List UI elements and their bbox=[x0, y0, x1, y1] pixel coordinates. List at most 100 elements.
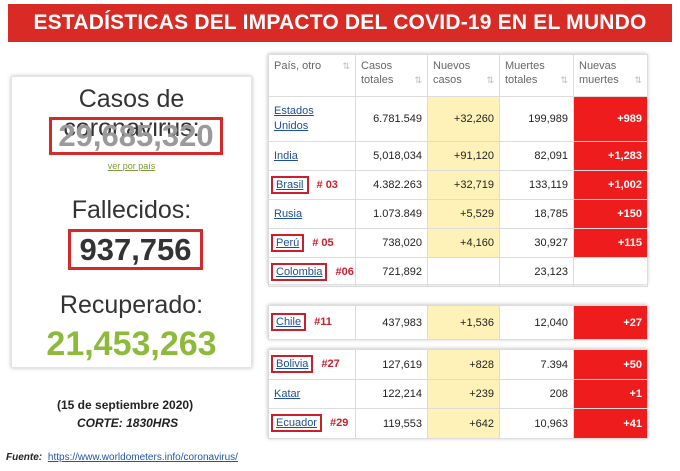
summary-panel: Casos de coronavirus: 29,685,320 ver por… bbox=[11, 76, 252, 368]
new-deaths-cell: +115 bbox=[573, 228, 648, 258]
total-deaths-cell: 12,040 bbox=[499, 305, 574, 340]
country-cell: India bbox=[268, 141, 356, 171]
country-cell: Ecuador #29 bbox=[268, 408, 356, 439]
countries-table-chile: Chile #11 437,983 +1,536 12,040 +27 bbox=[268, 305, 648, 340]
header-new-cases-label: Nuevos casos bbox=[433, 60, 471, 86]
country-link[interactable]: Colombia bbox=[271, 262, 328, 281]
total-deaths-cell: 7.394 bbox=[499, 349, 574, 380]
header-country-label: País, otro bbox=[274, 60, 322, 72]
rank-label: #11 bbox=[314, 316, 332, 328]
table-row: Ecuador #29 119,553 +642 10,963 +41 bbox=[268, 408, 648, 439]
country-cell: Rusia bbox=[268, 199, 356, 229]
sort-icon: ⇅ bbox=[414, 75, 422, 85]
sort-icon: ⇅ bbox=[342, 61, 350, 71]
sort-icon: ⇅ bbox=[634, 75, 642, 85]
table-body-chile: Chile #11 437,983 +1,536 12,040 +27 bbox=[268, 305, 648, 340]
countries-table-top: País, otro ⇅ Casos totales ⇅ Nuevos casos ⇅… bbox=[268, 54, 648, 287]
total-deaths-cell: 199,989 bbox=[499, 96, 574, 142]
country-cell: Katar bbox=[268, 379, 356, 409]
source-label: Fuente: bbox=[6, 452, 43, 463]
table-row: Chile #11 437,983 +1,536 12,040 +27 bbox=[268, 305, 648, 340]
total-cases-cell: 5,018,034 bbox=[355, 141, 428, 171]
country-link[interactable]: Estados Unidos bbox=[274, 105, 314, 132]
country-link[interactable]: Perú bbox=[271, 233, 305, 252]
total-cases-cell: 437,983 bbox=[355, 305, 428, 340]
table-row: Perú # 05 738,020 +4,160 30,927 +115 bbox=[268, 228, 648, 258]
rank-label: #27 bbox=[321, 358, 340, 370]
new-cases-cell bbox=[427, 257, 500, 287]
new-deaths-cell: +1 bbox=[573, 379, 648, 409]
country-link[interactable]: India bbox=[274, 149, 298, 162]
rank-label: #29 bbox=[329, 417, 349, 429]
header-new-deaths-label: Nuevas muertes bbox=[579, 60, 619, 86]
total-cases-cell: 738,020 bbox=[355, 228, 428, 258]
country-cell: Colombia #06 bbox=[268, 257, 356, 287]
rank-label: # 03 bbox=[316, 178, 338, 191]
cases-value: 29,685,320 bbox=[49, 117, 223, 155]
new-deaths-cell: +27 bbox=[573, 305, 648, 340]
total-deaths-cell: 18,785 bbox=[499, 199, 574, 229]
cutoff-time-text: CORTE: 1830HRS bbox=[77, 416, 179, 430]
new-cases-cell: +4,160 bbox=[427, 228, 500, 258]
new-cases-cell: +32,719 bbox=[427, 170, 500, 200]
table-row: Katar 122,214 +239 208 +1 bbox=[268, 379, 648, 409]
new-deaths-cell: +41 bbox=[573, 408, 648, 439]
country-link[interactable]: Brasil bbox=[271, 175, 309, 194]
page-title-banner: ESTADÍSTICAS DEL IMPACTO DEL COVID-19 EN… bbox=[8, 4, 672, 42]
total-cases-cell: 119,553 bbox=[355, 408, 428, 439]
deaths-label: Fallecidos: bbox=[71, 196, 192, 224]
table-row: Estados Unidos 6.781.549 +32,260 199,989 +98… bbox=[268, 96, 648, 142]
new-cases-cell: +642 bbox=[427, 408, 500, 439]
table-body-top: Estados Unidos 6.781.549 +32,260 199,989 +98… bbox=[268, 96, 648, 287]
rank-label: #06 bbox=[335, 265, 354, 278]
new-cases-cell: +1,536 bbox=[427, 305, 500, 340]
country-link[interactable]: Katar bbox=[274, 387, 301, 400]
total-deaths-cell: 30,927 bbox=[499, 228, 574, 258]
source-link[interactable]: https://www.worldometers.info/coronaviru… bbox=[47, 452, 238, 463]
total-cases-cell: 6.781.549 bbox=[355, 96, 428, 142]
country-cell: Bolivia #27 bbox=[268, 349, 356, 380]
table-panel-top: País, otro ⇅ Casos totales ⇅ Nuevos casos ⇅… bbox=[268, 54, 648, 287]
table-row: India 5,018,034 +91,120 82,091 +1,283 bbox=[268, 141, 648, 171]
country-link[interactable]: Ecuador bbox=[271, 414, 322, 432]
header-total-cases[interactable]: Casos totales ⇅ bbox=[355, 54, 428, 97]
new-deaths-cell: +50 bbox=[573, 349, 648, 380]
country-link[interactable]: Bolivia bbox=[271, 355, 314, 373]
total-deaths-cell: 208 bbox=[499, 379, 574, 409]
sort-icon: ⇅ bbox=[486, 75, 494, 85]
rank-label: # 05 bbox=[312, 236, 334, 249]
total-cases-cell: 127,619 bbox=[355, 349, 428, 380]
view-by-country-link[interactable]: ver por país bbox=[107, 161, 156, 171]
country-cell: Chile #11 bbox=[268, 305, 356, 340]
table-panel-bottom: Bolivia #27 127,619 +828 7.394 +50 Katar 122,21… bbox=[268, 349, 648, 439]
header-total-cases-label: Casos totales bbox=[361, 60, 394, 86]
total-deaths-cell: 23,123 bbox=[499, 257, 574, 287]
total-cases-cell: 4.382.263 bbox=[355, 170, 428, 200]
header-country[interactable]: País, otro ⇅ bbox=[268, 54, 356, 97]
new-deaths-cell: +1,002 bbox=[573, 170, 648, 200]
table-row: Colombia #06 721,892 23,123 bbox=[268, 257, 648, 287]
total-cases-cell: 1.073.849 bbox=[355, 199, 428, 229]
table-row: Rusia 1.073.849 +5,529 18,785 +150 bbox=[268, 199, 648, 229]
country-link[interactable]: Rusia bbox=[274, 207, 303, 220]
total-deaths-cell: 10,963 bbox=[499, 408, 574, 439]
country-link[interactable]: Chile bbox=[271, 313, 307, 331]
countries-table-bottom: Bolivia #27 127,619 +828 7.394 +50 Katar 122,21… bbox=[268, 349, 648, 439]
header-total-deaths[interactable]: Muertes totales ⇅ bbox=[499, 54, 574, 97]
new-deaths-cell bbox=[573, 257, 648, 287]
header-new-cases[interactable]: Nuevos casos ⇅ bbox=[427, 54, 500, 97]
new-cases-cell: +5,529 bbox=[427, 199, 500, 229]
date-text: (15 de septiembre 2020) bbox=[57, 398, 194, 412]
table-row: Brasil # 03 4.382.263 +32,719 133,119 +1,002 bbox=[268, 170, 648, 200]
header-new-deaths[interactable]: Nuevas muertes ⇅ bbox=[573, 54, 648, 97]
new-cases-cell: +828 bbox=[427, 349, 500, 380]
new-deaths-cell: +1,283 bbox=[573, 141, 648, 171]
source-line: Fuente: https://www.worldometers.info/co… bbox=[6, 452, 238, 463]
country-cell: Perú # 05 bbox=[268, 228, 356, 258]
table-row: Bolivia #27 127,619 +828 7.394 +50 bbox=[268, 349, 648, 380]
total-deaths-cell: 133,119 bbox=[499, 170, 574, 200]
country-cell: Brasil # 03 bbox=[268, 170, 356, 200]
total-cases-cell: 122,214 bbox=[355, 379, 428, 409]
header-total-deaths-label: Muertes totales bbox=[505, 60, 545, 86]
total-deaths-cell: 82,091 bbox=[499, 141, 574, 171]
